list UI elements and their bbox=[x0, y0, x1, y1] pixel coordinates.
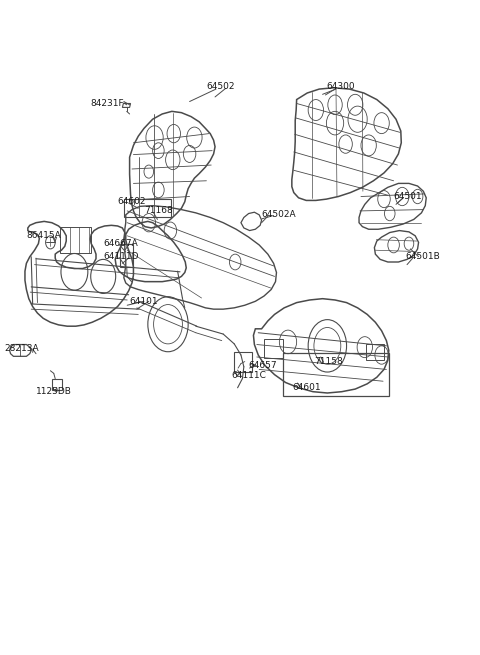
Bar bbox=[52, 379, 62, 390]
Bar bbox=[264, 339, 283, 358]
Text: 64601: 64601 bbox=[293, 383, 322, 392]
Bar bbox=[234, 352, 252, 372]
Text: 64111D: 64111D bbox=[103, 252, 139, 261]
Text: 64657: 64657 bbox=[249, 361, 277, 370]
Text: 64667A: 64667A bbox=[103, 239, 138, 248]
Bar bbox=[60, 227, 91, 253]
Text: 64111C: 64111C bbox=[231, 371, 266, 381]
Bar bbox=[124, 199, 171, 217]
Text: 64502: 64502 bbox=[206, 82, 235, 91]
Text: 28213A: 28213A bbox=[5, 344, 39, 353]
Text: 71168: 71168 bbox=[144, 206, 173, 215]
Bar bbox=[120, 244, 133, 267]
Text: 1125DB: 1125DB bbox=[36, 387, 72, 396]
Text: 86415A: 86415A bbox=[26, 231, 61, 240]
Bar bbox=[366, 344, 384, 360]
Text: 64602: 64602 bbox=[118, 197, 146, 206]
Text: 64502A: 64502A bbox=[262, 210, 296, 219]
Text: 84231F: 84231F bbox=[90, 99, 124, 108]
Text: 64300: 64300 bbox=[326, 82, 355, 91]
Text: 64101: 64101 bbox=[130, 297, 158, 306]
Bar bbox=[283, 353, 389, 396]
Text: 64501: 64501 bbox=[394, 192, 422, 201]
Text: 64501B: 64501B bbox=[406, 252, 440, 261]
Text: 71158: 71158 bbox=[314, 357, 343, 366]
